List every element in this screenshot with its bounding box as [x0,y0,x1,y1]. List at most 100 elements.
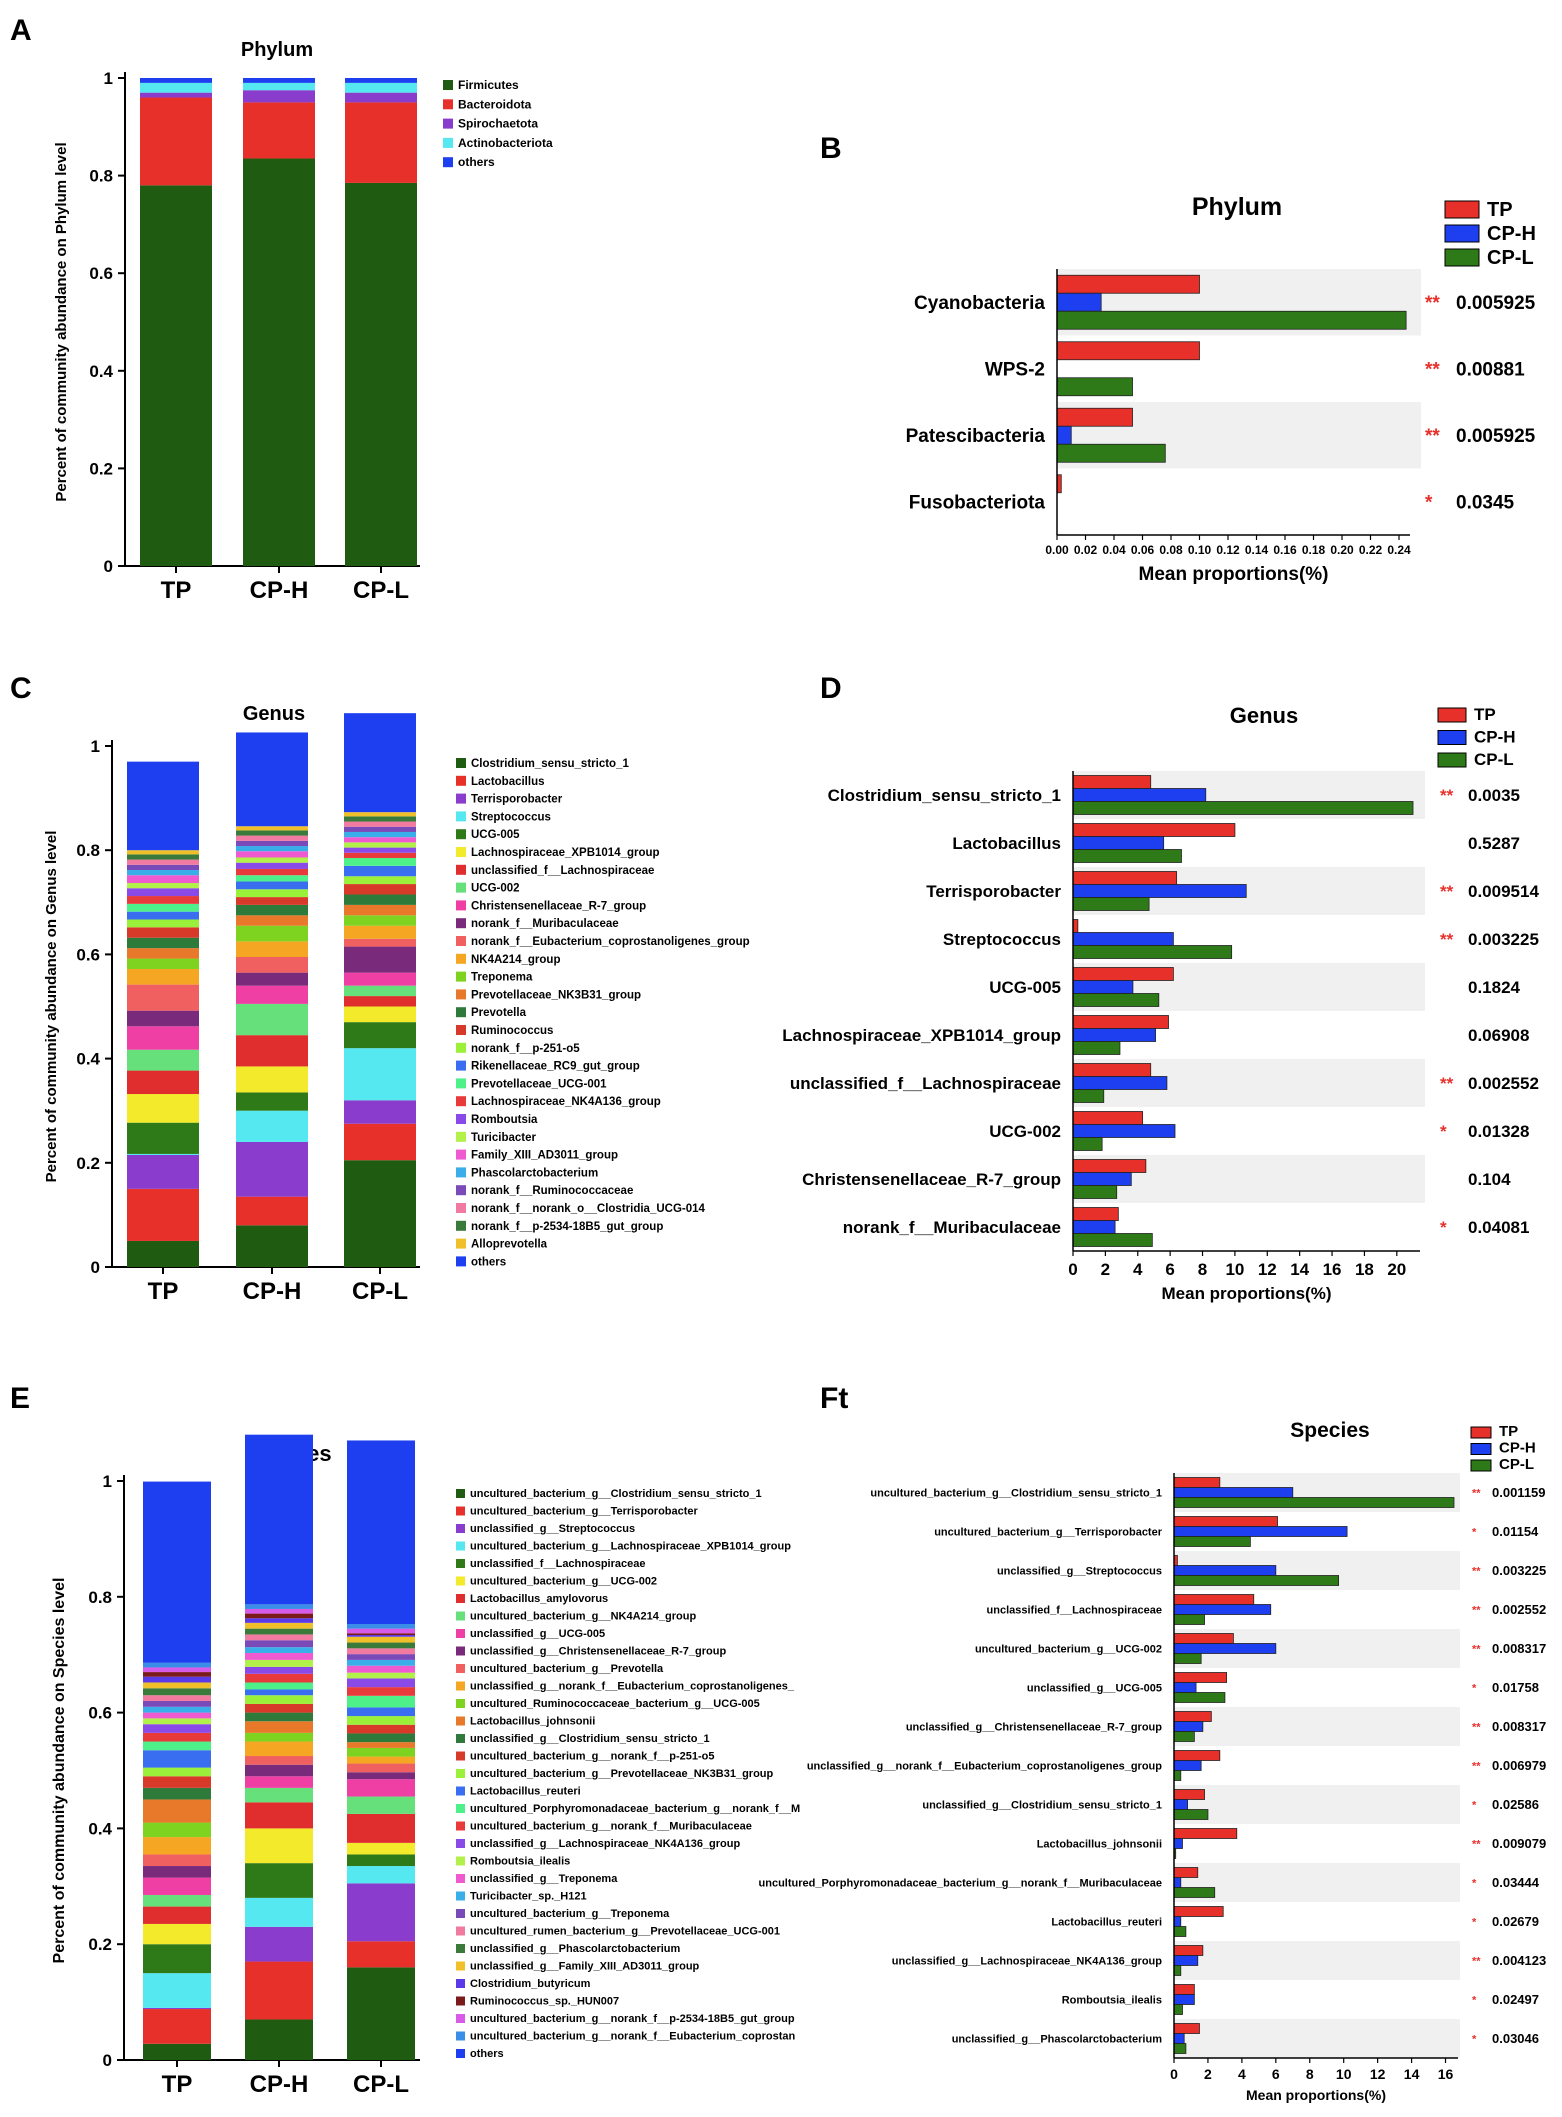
panel-d-legend-label: TP [1474,705,1496,724]
panel-ft-bar [1173,1672,1228,1683]
panel-e-y-tick-label: 0.2 [88,1935,112,1954]
panel-b-bar [1056,425,1072,445]
panel-d-x-axis-label: Mean proportions(%) [1162,1284,1332,1303]
panel-e-stack-segment [347,1854,415,1867]
panel-c-stack-segment [127,888,199,897]
panel-c-legend-label: Phascolarctobacterium [471,1167,598,1179]
panel-c-stack-segment [236,857,308,863]
panel-c-stack-segment [344,852,416,859]
panel-d-p-value: 0.1824 [1468,978,1521,997]
panel-ft-p-value: 0.02679 [1492,1914,1539,1929]
panel-ft-x-tick-label: 0 [1170,2066,1178,2082]
panel-ft-category-label: unclassified_f__Lachnospiraceae [987,1604,1162,1616]
panel-e-stack-segment [245,1689,313,1696]
panel-ft-significance-mark: ** [1472,1838,1481,1850]
panel-ft-significance-mark: ** [1472,1760,1481,1772]
panel-e-legend-swatch [456,1751,465,1761]
panel-e-stack-segment [347,1747,415,1757]
panel-ft-category-label: uncultured_bacterium_g__Terrisporobacter [934,1526,1163,1538]
panel-c-legend-swatch [456,758,466,768]
panel-b-significance-mark: * [1425,492,1433,513]
panel-c-legend-label: others [471,1256,506,1268]
panel-e-stack-segment [245,2019,313,2060]
panel-a-stack-segment [243,78,315,83]
panel-e-legend-label: unclassified_g__Clostridium_sensu_strict… [470,1733,710,1745]
panel-c-stack-segment [344,884,416,895]
panel-e-legend-label: uncultured_Porphyromonadaceae_bacterium_… [470,1803,800,1815]
panel-e-legend-swatch [456,1594,465,1603]
panel-d-p-value: 0.002552 [1468,1074,1539,1093]
panel-d-legend-label: CP-H [1474,728,1516,747]
panel-b-x-tick-label: 0.18 [1302,543,1326,557]
panel-ft-p-value: 0.006979 [1492,1758,1546,1773]
panel-ft-bar [1173,1828,1238,1839]
panel-d-significance-mark: ** [1440,1074,1454,1093]
panel-a-title: Phylum [241,39,313,61]
panel-e-stack-segment [143,1750,211,1768]
panel-b-significance-mark: ** [1425,426,1440,447]
panel-c-stack-segment [344,831,416,838]
panel-e-legend-swatch [456,2031,465,2041]
panel-e-legend-label: unclassified_g__Lachnospiraceae_NK4A136_… [470,1838,741,1850]
panel-c-stack-segment [236,1092,308,1111]
panel-e-legend-swatch [456,1611,465,1621]
panel-label-e: E [10,1382,30,1415]
panel-c-x-tick-label: CP-L [352,1278,408,1305]
panel-e-stack-segment [143,1799,211,1823]
panel-ft-p-value: 0.001159 [1492,1485,1546,1500]
panel-e-stack-segment [245,1628,313,1635]
panel-d-category-label: UCG-005 [989,978,1061,997]
panel-c-legend-label: Rikenellaceae_RC9_gut_group [471,1061,640,1073]
panel-ft-category-label: unclassified_g__Lachnospiraceae_NK4A136_… [892,1955,1163,1967]
panel-c-legend-swatch [456,1203,466,1213]
panel-b-legend-swatch [1444,224,1480,243]
panel-ft-bar [1173,1711,1212,1722]
panel-c-stack-segment [236,985,308,1004]
panel-e-stack-segment [347,1772,415,1780]
panel-ft-x-tick-label: 12 [1370,2066,1386,2082]
panel-e-stack-segment [347,1695,415,1708]
panel-ft-bar [1173,1653,1202,1664]
panel-c-stack-segment [344,1006,416,1023]
panel-e-stack-segment [245,1897,313,1927]
panel-e-stack-segment [143,1923,211,1945]
panel-c-stack-segment [236,1110,308,1142]
panel-label-b: B [820,132,842,165]
panel-ft-bar [1173,1594,1255,1605]
panel-a-stack-segment [243,82,315,91]
panel-c-stack-segment [236,835,308,841]
panel-c-stack-segment [236,941,308,958]
panel-e-stack-segment [347,1967,415,2060]
panel-c-legend-swatch [456,1238,466,1249]
panel-c-stack-segment [127,761,199,851]
panel-ft-bar [1173,1575,1340,1586]
panel-e-legend-swatch [456,1804,465,1813]
panel-ft-x-tick-label: 2 [1204,2066,1212,2082]
panel-a-stack-segment [243,158,315,566]
panel-e-legend-swatch [456,2049,465,2058]
panel-d-category-label: Terrisporobacter [926,882,1061,901]
panel-c-legend-swatch [456,1256,466,1267]
panel-d-bar [1072,1233,1153,1247]
panel-d-bar [1072,1041,1121,1055]
panel-d-title: Genus [1230,703,1298,728]
panel-ft-bar [1173,1770,1182,1781]
panel-ft-legend-label: CP-L [1499,1456,1534,1473]
panel-d-bar [1072,1015,1169,1029]
panel-ft-p-value: 0.02586 [1492,1797,1539,1812]
panel-b-p-value: 0.0345 [1456,492,1515,513]
panel-ft-row-band [1174,2019,1460,2058]
panel-b-bar [1056,341,1200,361]
panel-d-bar [1072,871,1178,885]
panel-d-bar [1072,823,1236,837]
panel-e-stack-segment [143,1682,211,1689]
panel-c-legend-swatch [456,1114,466,1124]
panel-ft-significance-mark: * [1472,1799,1477,1811]
panel-e-stack-segment [245,1756,313,1765]
panel-d-p-value: 0.003225 [1468,930,1539,949]
panel-ft-significance-mark: * [1472,1682,1477,1694]
panel-b-legend-label: CP-L [1487,247,1534,269]
panel-a-legend-label: Firmicutes [458,78,519,92]
panel-d-category-label: UCG-002 [989,1122,1061,1141]
panel-e-legend-label: uncultured_bacterium_g__Clostridium_sens… [470,1488,762,1500]
